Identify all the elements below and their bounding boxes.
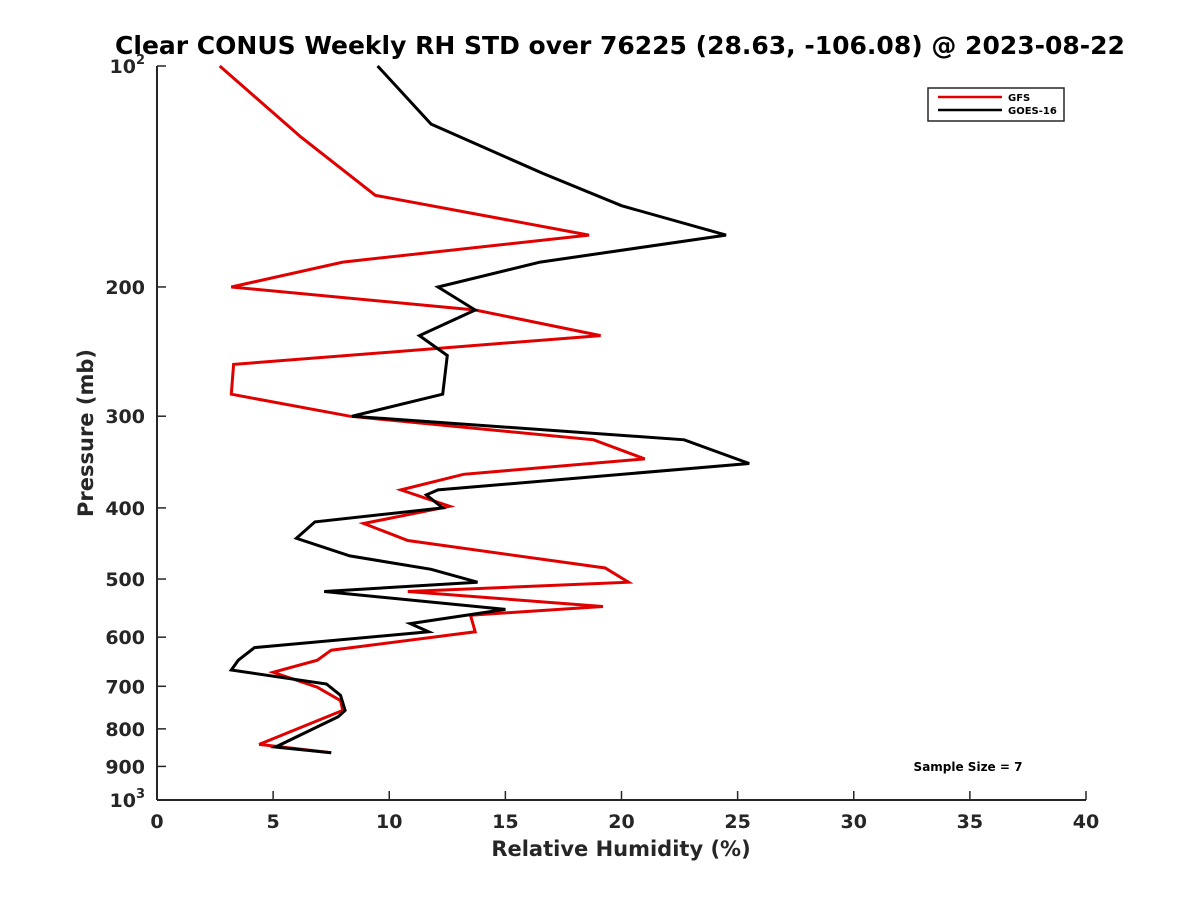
x-tick-label: 15 <box>492 811 518 833</box>
legend: GFS GOES-16 <box>927 87 1065 122</box>
x-axis-ticks: 0 5 10 15 20 25 30 35 40 <box>150 791 1099 833</box>
y-tick-label: 300 <box>105 406 145 428</box>
series-line-gfs <box>218 64 646 755</box>
y-tick-label: 102 <box>110 53 146 78</box>
y-tick-label: 800 <box>105 719 145 741</box>
y-tick-label: 700 <box>105 676 145 698</box>
x-tick-label: 30 <box>841 811 867 833</box>
y-tick-label: 103 <box>110 787 146 812</box>
plot-area: 0 5 10 15 20 25 30 35 40 102 200 300 400 500 600 700 80… <box>105 53 1099 833</box>
x-tick-label: 20 <box>608 811 634 833</box>
x-tick-label: 10 <box>376 811 402 833</box>
x-tick-label: 0 <box>150 811 163 833</box>
series-line-goes16 <box>228 64 750 755</box>
y-tick-label: 600 <box>105 627 145 649</box>
y-axis-ticks: 102 200 300 400 500 600 700 800 900 103 <box>105 53 166 812</box>
y-tick-label: 200 <box>105 277 145 299</box>
x-tick-label: 35 <box>957 811 983 833</box>
sample-size-annotation: Sample Size = 7 <box>914 760 1023 774</box>
series-layer <box>218 64 750 755</box>
y-tick-label: 900 <box>105 756 145 778</box>
y-tick-label: 400 <box>105 498 145 520</box>
legend-label-goes16: GOES-16 <box>1008 106 1057 117</box>
y-tick-label: 500 <box>105 569 145 591</box>
x-tick-label: 25 <box>724 811 750 833</box>
y-axis-label: Pressure (mb) <box>74 349 98 517</box>
chart-title: Clear CONUS Weekly RH STD over 76225 (28… <box>115 31 1125 60</box>
x-tick-label: 40 <box>1073 811 1099 833</box>
x-tick-label: 5 <box>267 811 280 833</box>
legend-box <box>927 87 1065 122</box>
x-axis-label: Relative Humidity (%) <box>491 837 750 861</box>
legend-label-gfs: GFS <box>1008 93 1030 104</box>
